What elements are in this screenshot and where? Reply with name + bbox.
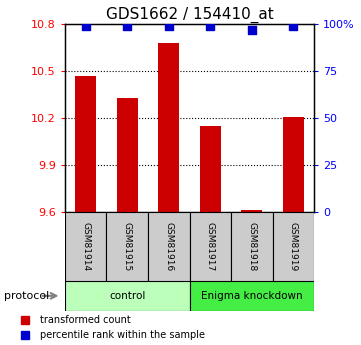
Text: GSM81917: GSM81917 [206,222,215,271]
Text: transformed count: transformed count [40,315,130,325]
Point [124,23,130,29]
Text: Enigma knockdown: Enigma knockdown [201,291,303,301]
Bar [158,43,179,212]
Bar [231,212,273,281]
Text: control: control [109,291,145,301]
Text: percentile rank within the sample: percentile rank within the sample [40,331,205,340]
Bar [273,212,314,281]
Bar [65,281,190,310]
Text: GSM81914: GSM81914 [81,222,90,271]
Bar [148,212,190,281]
Bar [75,76,96,212]
Text: protocol: protocol [4,291,49,301]
Bar [106,212,148,281]
Point [166,23,172,29]
Bar [190,212,231,281]
Bar [190,281,314,310]
Text: GSM81918: GSM81918 [247,222,256,271]
Bar [283,117,304,212]
Bar [65,212,106,281]
Bar [200,126,221,212]
Point [290,23,296,29]
Point [207,23,213,29]
Text: GSM81915: GSM81915 [123,222,132,271]
Bar [117,98,138,212]
Point [83,23,89,29]
Point [249,27,255,32]
Text: GSM81919: GSM81919 [289,222,298,271]
Title: GDS1662 / 154410_at: GDS1662 / 154410_at [106,7,273,23]
Bar [242,210,262,212]
Text: GSM81916: GSM81916 [164,222,173,271]
